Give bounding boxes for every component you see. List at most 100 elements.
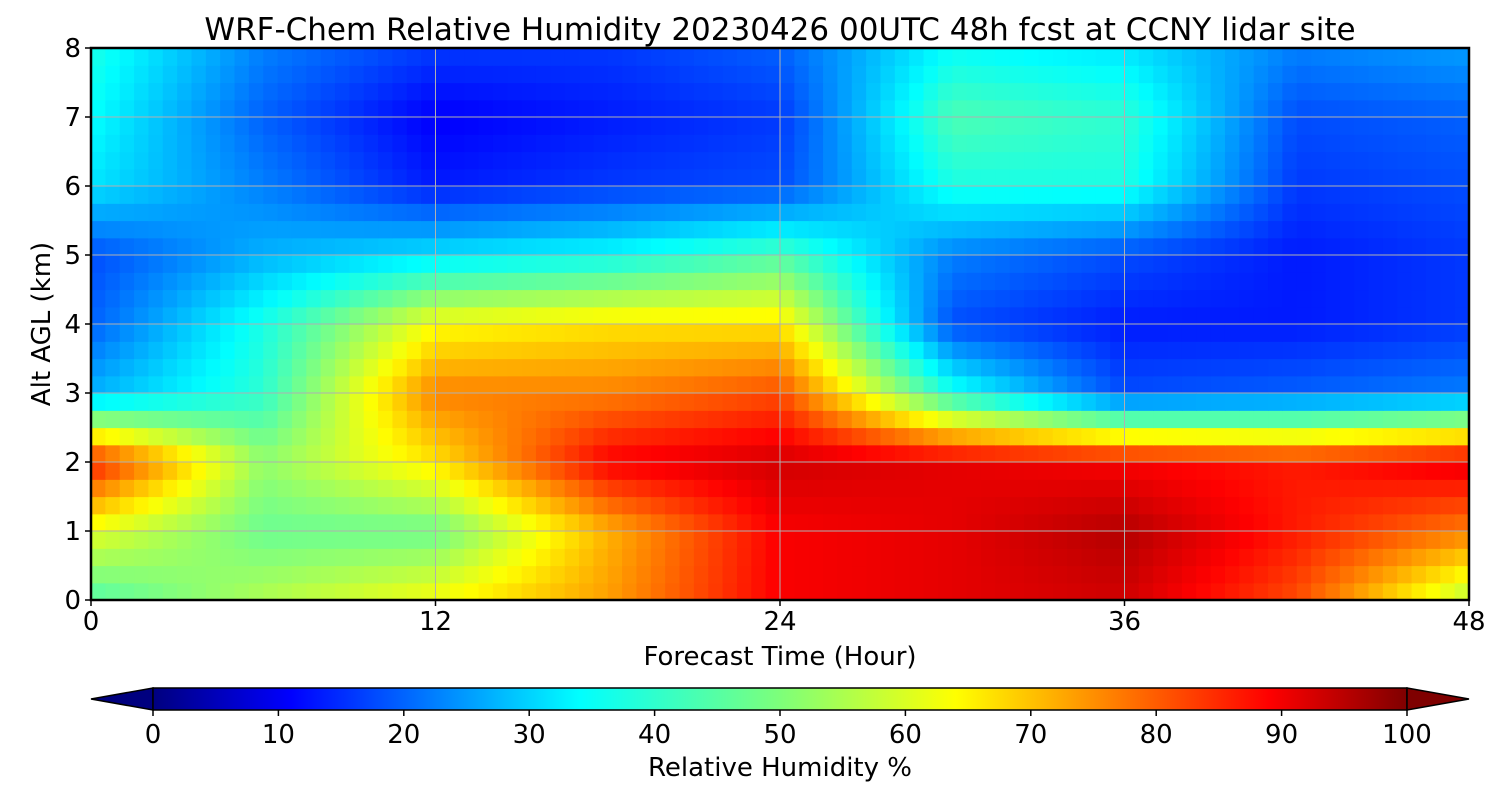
heatmap-cell xyxy=(765,168,781,187)
heatmap-cell xyxy=(478,272,494,291)
heatmap-cell xyxy=(650,513,666,532)
heatmap-cell xyxy=(1153,324,1169,342)
heatmap-cell xyxy=(1382,513,1398,532)
heatmap-cell xyxy=(579,117,594,135)
heatmap-cell xyxy=(937,341,953,360)
heatmap-cell xyxy=(291,341,307,360)
heatmap-cell xyxy=(1067,531,1083,549)
heatmap-cell xyxy=(1368,82,1384,101)
heatmap-cell xyxy=(1138,272,1154,291)
heatmap-cell xyxy=(1124,65,1140,84)
heatmap-cell xyxy=(937,410,953,429)
heatmap-cell xyxy=(205,220,221,239)
colorbar-extend-high xyxy=(1406,687,1470,711)
heatmap-cell xyxy=(1153,237,1169,256)
heatmap-cell xyxy=(1268,496,1283,515)
heatmap-cell xyxy=(349,341,365,360)
heatmap-cell xyxy=(406,375,422,394)
heatmap-cell xyxy=(1095,65,1111,84)
heatmap-cell xyxy=(1425,203,1441,222)
heatmap-cell xyxy=(1282,186,1298,204)
heatmap-cell xyxy=(91,358,106,377)
heatmap-cell xyxy=(1210,496,1226,515)
heatmap-cell xyxy=(937,375,953,394)
heatmap-cell xyxy=(349,444,365,463)
heatmap-cell xyxy=(1325,375,1341,394)
heatmap-cell xyxy=(980,393,996,411)
heatmap-cell xyxy=(1411,358,1427,377)
heatmap-cell xyxy=(765,306,781,325)
heatmap-cell xyxy=(1081,117,1097,135)
heatmap-cell xyxy=(550,462,566,480)
heatmap-cell xyxy=(320,462,336,480)
heatmap-cell xyxy=(851,82,867,101)
heatmap-cell xyxy=(1224,375,1240,394)
heatmap-cell xyxy=(1311,151,1327,170)
heatmap-cell xyxy=(1354,393,1370,411)
heatmap-cell xyxy=(464,134,480,153)
heatmap-cell xyxy=(162,375,178,394)
heatmap-cell xyxy=(91,375,106,394)
heatmap-cell xyxy=(564,65,580,84)
heatmap-cell xyxy=(1425,151,1441,170)
heatmap-cell xyxy=(521,306,537,325)
heatmap-cell xyxy=(291,444,307,463)
heatmap-cell xyxy=(966,48,982,66)
heatmap-cell xyxy=(636,237,652,256)
heatmap-cell xyxy=(980,565,996,584)
heatmap-cell xyxy=(1325,186,1341,204)
heatmap-cell xyxy=(162,444,178,463)
heatmap-cell xyxy=(220,531,236,549)
heatmap-cell xyxy=(406,358,422,377)
heatmap-cell xyxy=(335,410,350,429)
heatmap-cell xyxy=(1124,289,1140,308)
heatmap-cell xyxy=(1210,582,1226,600)
heatmap-cell xyxy=(808,272,824,291)
heatmap-cell xyxy=(1110,82,1126,101)
heatmap-cell xyxy=(1354,548,1370,567)
heatmap-cell xyxy=(1411,186,1427,204)
heatmap-cell xyxy=(823,324,839,342)
heatmap-cell xyxy=(492,479,508,498)
heatmap-cell xyxy=(1411,289,1427,308)
heatmap-cell xyxy=(521,117,537,135)
heatmap-cell xyxy=(392,393,408,411)
heatmap-cell xyxy=(1196,565,1212,584)
heatmap-cell xyxy=(851,462,867,480)
heatmap-cell xyxy=(177,341,193,360)
heatmap-cell xyxy=(320,255,336,273)
heatmap-cell xyxy=(263,289,279,308)
heatmap-cell xyxy=(248,427,264,446)
heatmap-cell xyxy=(1110,151,1126,170)
heatmap-cell xyxy=(1325,237,1341,256)
heatmap-cell xyxy=(909,444,925,463)
heatmap-cell xyxy=(650,462,666,480)
heatmap-cell xyxy=(1425,48,1441,66)
heatmap-cell xyxy=(665,479,681,498)
heatmap-cell xyxy=(636,220,652,239)
heatmap-cell xyxy=(435,513,451,532)
heatmap-cell xyxy=(134,565,150,584)
heatmap-cell xyxy=(148,496,164,515)
heatmap-cell xyxy=(593,220,609,239)
heatmap-cell xyxy=(966,220,982,239)
heatmap-cell xyxy=(220,548,236,567)
heatmap-cell xyxy=(636,255,652,273)
heatmap-cell xyxy=(464,375,480,394)
heatmap-cell xyxy=(1339,582,1355,600)
heatmap-cell xyxy=(1296,565,1312,584)
heatmap-cell xyxy=(91,444,106,463)
heatmap-cell xyxy=(1181,324,1197,342)
heatmap-cell xyxy=(1440,255,1456,273)
heatmap-cell xyxy=(823,272,839,291)
heatmap-cell xyxy=(1454,393,1469,411)
heatmap-cell xyxy=(823,341,839,360)
heatmap-cell xyxy=(937,393,953,411)
heatmap-cell xyxy=(134,168,150,187)
heatmap-cell xyxy=(1339,99,1355,118)
heatmap-cell xyxy=(1268,117,1283,135)
heatmap-cell xyxy=(693,444,709,463)
heatmap-cell xyxy=(593,375,609,394)
heatmap-cell xyxy=(780,582,795,600)
heatmap-cell xyxy=(780,117,795,135)
